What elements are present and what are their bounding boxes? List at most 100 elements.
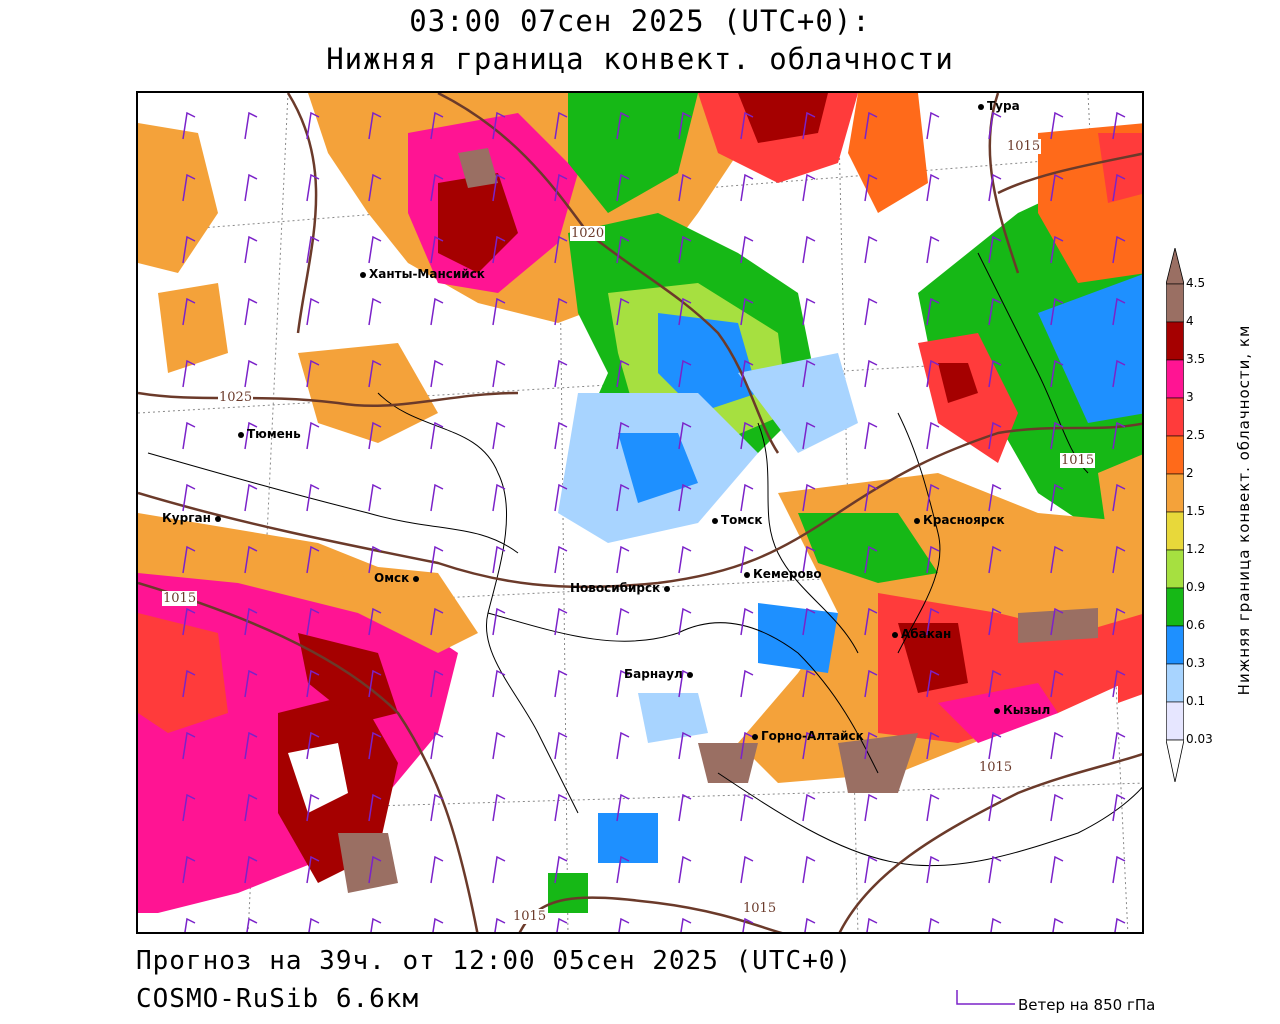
wind-barb [554,235,568,264]
colorbar-tick-label: 0.03 [1186,732,1213,746]
wind-barb [1050,607,1064,636]
wind-barb [864,297,878,326]
wind-barb [182,111,196,140]
wind-barb [864,483,878,512]
wind-barb [492,421,506,450]
city-label: Омск [374,571,422,585]
wind-barb [990,917,1002,932]
wind-barb [988,173,1002,202]
colorbar-swatch [1166,511,1184,551]
wind-barb [616,483,630,512]
wind-barb [678,731,692,760]
wind-barb [926,793,940,822]
wind-barb [804,917,816,932]
map-title: 03:00 07сен 2025 (UTC+0): [409,4,871,38]
wind-barb [244,173,258,202]
forecast-map[interactable]: Тура Ханты-Мансийск Тюмень Курган Омск Н… [136,91,1144,934]
wind-barb [864,235,878,264]
wind-barb [926,483,940,512]
colorbar-tick-label: 4 [1186,314,1194,328]
wind-barb [988,731,1002,760]
wind-barb [306,297,320,326]
wind-barbs [182,111,1126,932]
wind-barb [182,359,196,388]
wind-barb [864,669,878,698]
isobars [138,93,1142,932]
colorbar-tick-label: 0.3 [1186,656,1206,670]
wind-barb [864,421,878,450]
wind-barb [1112,235,1126,264]
wind-barb [864,545,878,574]
wind-barb [430,855,444,884]
wind-barb [492,607,506,636]
city-label: Барнаул [624,667,696,681]
wind-barb [368,173,382,202]
wind-barb [430,545,444,574]
wind-barb [554,731,568,760]
wind-barb [928,917,940,932]
wind-barb [740,297,754,326]
wind-barb [368,421,382,450]
wind-barb [432,917,444,932]
wind-barb [926,111,940,140]
wind-barb [1052,917,1064,932]
wind-barb [988,483,1002,512]
wind-barb [616,607,630,636]
city-label: Абакан [892,627,951,641]
wind-barb [678,545,692,574]
wind-barb [182,545,196,574]
wind-barb [864,111,878,140]
wind-barb [182,483,196,512]
colorbar-tick-label: 3 [1186,390,1194,404]
wind-barb [1050,359,1064,388]
wind-barb [182,855,196,884]
wind-barb [616,359,630,388]
wind-barb [368,297,382,326]
colorbar-tick-label: 1.2 [1186,542,1206,556]
colorbar-swatch [1166,625,1184,665]
wind-barb [492,483,506,512]
wind-barb [368,731,382,760]
wind-barb [988,669,1002,698]
wind-barb [988,855,1002,884]
wind-barb [306,235,320,264]
wind-barb [430,793,444,822]
wind-barb [742,917,754,932]
wind-barb [616,111,630,140]
colorbar-swatch [1166,473,1184,513]
wind-barb [306,173,320,202]
wind-barb [1112,731,1126,760]
wind-barb [244,731,258,760]
wind-barb [368,855,382,884]
city-label: Тюмень [238,427,301,441]
wind-barb [430,669,444,698]
wind-barb [554,421,568,450]
wind-barb [680,917,692,932]
wind-barb [988,297,1002,326]
wind-barb [368,545,382,574]
wind-barb [616,173,630,202]
model-name: COSMO-RuSib 6.6км [136,984,420,1014]
wind-barb [864,359,878,388]
colorbar-swatch [1166,397,1184,437]
cloud-base-field [138,93,1142,913]
wind-barb [430,607,444,636]
colorbar-title: Нижняя граница конвект. облачности, км [1235,324,1253,696]
wind-barb [802,669,816,698]
wind-barb [244,359,258,388]
colorbar-cap-bottom [1166,739,1184,782]
wind-barb [368,483,382,512]
wind-barb [306,483,320,512]
wind-barb [740,545,754,574]
wind-barb [616,421,630,450]
wind-barb [1050,483,1064,512]
wind-barb [678,235,692,264]
colorbar-tick-label: 0.6 [1186,618,1206,632]
wind-barb [182,607,196,636]
wind-barb [616,669,630,698]
wind-barb [306,855,320,884]
wind-barb [802,359,816,388]
colorbar-swatch [1166,701,1184,741]
wind-barb [926,545,940,574]
wind-barb [802,607,816,636]
